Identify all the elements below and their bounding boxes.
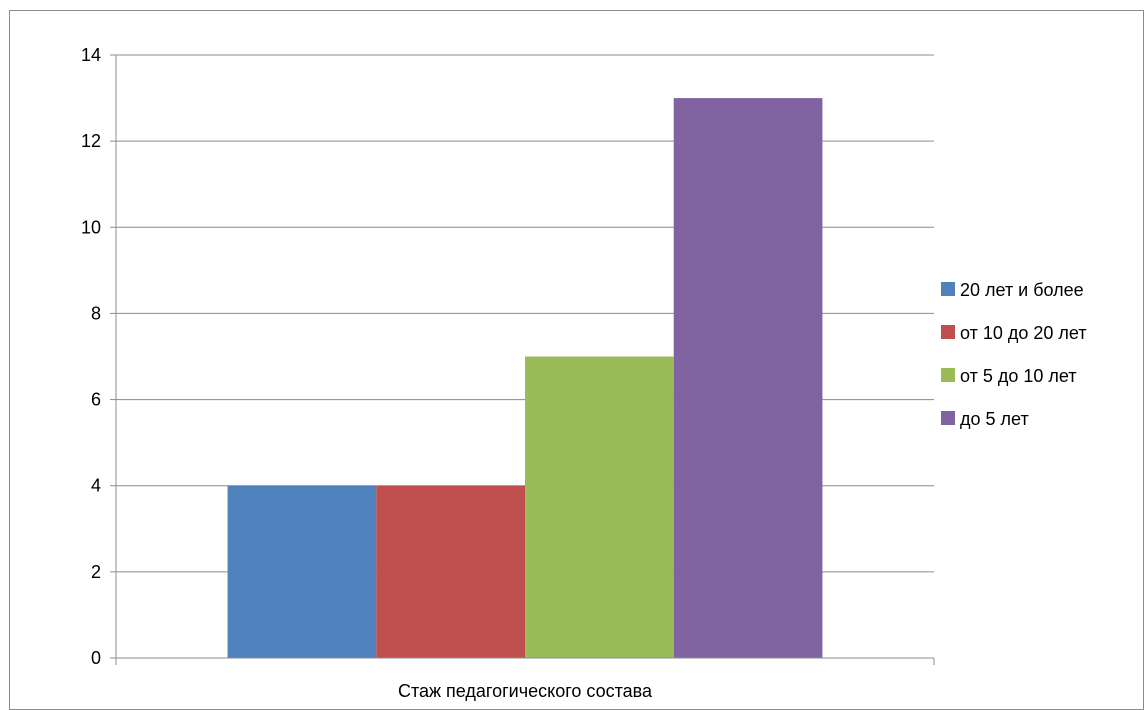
y-axis-tick-labels: 0 2 4 6 8 10 12 14 — [81, 45, 101, 668]
y-tick-label: 6 — [91, 390, 101, 410]
legend-swatch — [941, 282, 955, 296]
y-tick-label: 12 — [81, 131, 101, 151]
y-tick-label: 4 — [91, 476, 101, 496]
bar-1 — [227, 485, 377, 658]
x-axis-category-labels: Стаж педагогического состава — [398, 681, 653, 701]
legend-swatch — [941, 411, 955, 425]
legend-swatch — [941, 368, 955, 382]
axes — [110, 54, 935, 665]
legend-label: от 5 до 10 лет — [960, 366, 1077, 386]
y-tick-label: 10 — [81, 217, 101, 237]
legend-label: 20 лет и более — [960, 280, 1084, 300]
legend: 20 лет и более от 10 до 20 лет от 5 до 10 … — [941, 280, 1087, 429]
x-category-label: Стаж педагогического состава — [398, 681, 653, 701]
bar-4 — [673, 98, 823, 659]
bars — [227, 98, 823, 659]
bar-2 — [376, 485, 525, 658]
y-tick-label: 0 — [91, 648, 101, 668]
legend-label: до 5 лет — [960, 409, 1029, 429]
y-tick-label: 14 — [81, 45, 101, 65]
legend-label: от 10 до 20 лет — [960, 323, 1087, 343]
y-tick-label: 2 — [91, 562, 101, 582]
y-tick-label: 8 — [91, 303, 101, 323]
bar-3 — [525, 356, 674, 658]
legend-swatch — [941, 325, 955, 339]
